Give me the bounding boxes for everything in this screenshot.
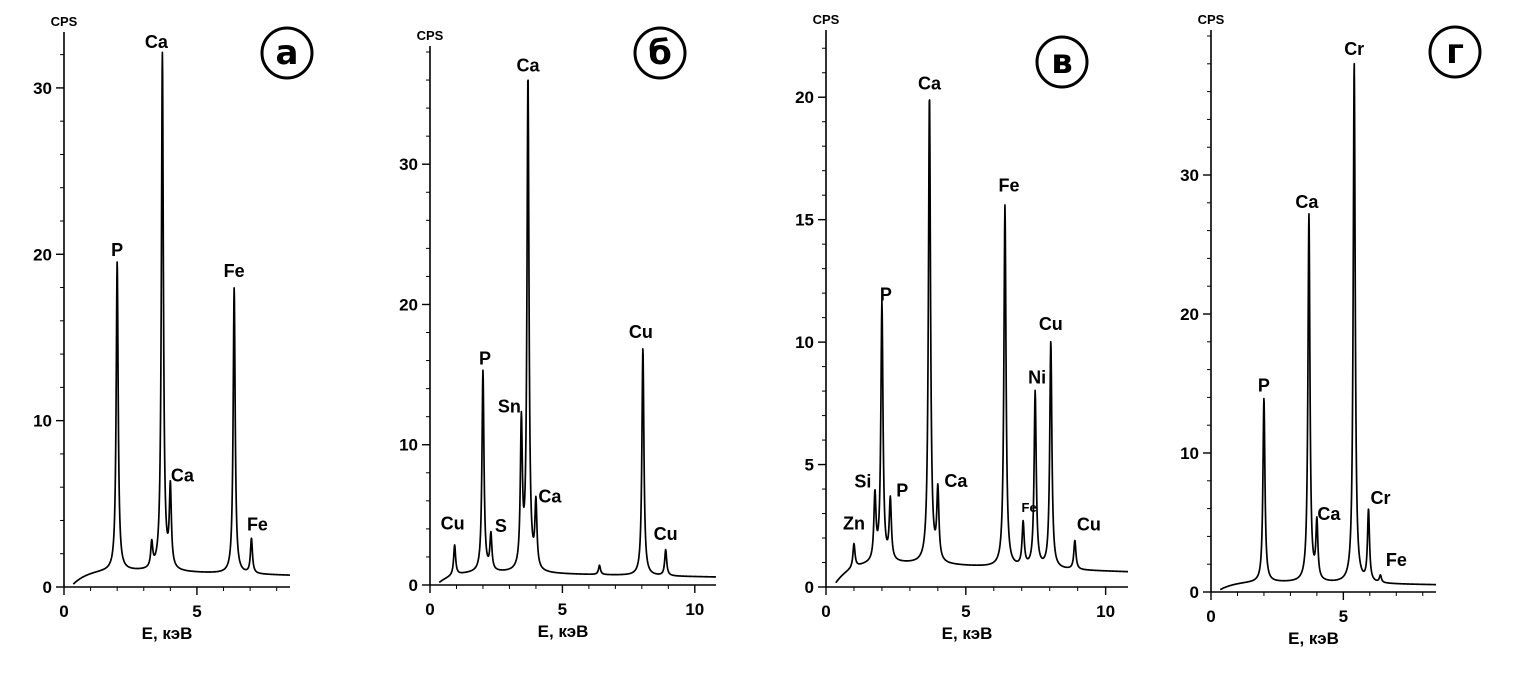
x-tick-label: 5 xyxy=(192,602,201,621)
y-tick-label: 15 xyxy=(795,211,814,230)
spectrum-line-3 xyxy=(835,99,1129,584)
peak-label: P xyxy=(880,284,892,304)
peak-label: Cu xyxy=(1039,314,1063,334)
peak-label: Fe xyxy=(1386,550,1407,570)
x-axis-label: E, кэВ xyxy=(1288,629,1339,648)
y-tick-label: 20 xyxy=(33,245,52,264)
panel-badge-label: г xyxy=(1446,32,1464,72)
y-tick-label: 0 xyxy=(43,578,52,597)
x-tick-label: 10 xyxy=(685,600,704,619)
y-tick-label: 5 xyxy=(805,456,814,475)
y-tick-label: 0 xyxy=(409,576,418,595)
y-tick-label: 30 xyxy=(33,79,52,98)
panel-badge-3 xyxy=(1035,35,1089,89)
x-tick-label: 5 xyxy=(1339,607,1348,626)
y-axis-label: CPS xyxy=(51,14,78,29)
peak-label: Ca xyxy=(918,74,942,94)
y-axis-label: CPS xyxy=(1198,12,1225,27)
y-tick-label: 20 xyxy=(1180,305,1199,324)
x-tick-label: 5 xyxy=(961,602,970,621)
y-tick-label: 0 xyxy=(1190,583,1199,602)
peak-label: P xyxy=(479,349,491,369)
peak-label: Ca xyxy=(145,32,169,52)
y-tick-label: 20 xyxy=(795,88,814,107)
x-tick-label: 10 xyxy=(1096,602,1115,621)
y-tick-label: 20 xyxy=(399,295,418,314)
panel-badge-label: а xyxy=(276,33,299,73)
panel-badge-label: в xyxy=(1051,42,1073,82)
peak-label: Ca xyxy=(538,487,562,507)
peak-label: Sn xyxy=(498,397,521,417)
peak-label: Cr xyxy=(1344,39,1364,59)
peak-label: Cu xyxy=(441,514,465,534)
y-tick-label: 30 xyxy=(1180,166,1199,185)
x-tick-label: 0 xyxy=(425,600,434,619)
peak-label: Ni xyxy=(1028,368,1046,388)
x-axis-label: E, кэВ xyxy=(942,624,993,643)
peak-label: Cu xyxy=(1077,514,1101,534)
peak-label: Fe xyxy=(1022,500,1037,515)
y-tick-label: 0 xyxy=(805,578,814,597)
peak-label: Ca xyxy=(944,471,968,491)
peak-label: P xyxy=(896,481,908,501)
peak-label: S xyxy=(495,516,507,536)
x-axis-label: E, кэВ xyxy=(538,622,589,641)
y-tick-label: 10 xyxy=(795,333,814,352)
peak-label: Cu xyxy=(629,322,653,342)
x-tick-label: 5 xyxy=(558,600,567,619)
y-tick-label: 30 xyxy=(399,155,418,174)
y-axis-label: CPS xyxy=(813,12,840,27)
peak-label: Fe xyxy=(224,261,245,281)
y-tick-label: 10 xyxy=(399,436,418,455)
peak-label: Cu xyxy=(654,524,678,544)
peak-label: Cr xyxy=(1370,488,1390,508)
x-tick-label: 0 xyxy=(821,602,830,621)
spectrum-line-1 xyxy=(72,51,291,585)
y-tick-label: 10 xyxy=(1180,444,1199,463)
x-tick-label: 0 xyxy=(1206,607,1215,626)
peak-label: Ca xyxy=(1317,504,1341,524)
x-axis-label: E, кэВ xyxy=(142,624,193,643)
y-axis-label: CPS xyxy=(417,28,444,43)
peak-label: Fe xyxy=(247,514,268,534)
peak-label: Fe xyxy=(998,175,1019,195)
panel-badge-2 xyxy=(633,26,687,80)
panel-badge-1 xyxy=(260,26,314,80)
peak-label: Si xyxy=(854,472,871,492)
panel-badge-4 xyxy=(1428,25,1482,79)
peak-label: Ca xyxy=(516,55,540,75)
y-tick-label: 10 xyxy=(33,412,52,431)
x-tick-label: 0 xyxy=(59,602,68,621)
peak-label: Zn xyxy=(843,513,865,533)
spectrum-line-2 xyxy=(438,79,717,584)
peak-label: Ca xyxy=(171,466,195,486)
peak-label: Ca xyxy=(1295,192,1319,212)
panel-badge-label: б xyxy=(648,33,672,73)
peak-label: P xyxy=(111,240,123,260)
spectrum-line-4 xyxy=(1219,62,1437,591)
peak-label: P xyxy=(1258,376,1270,396)
